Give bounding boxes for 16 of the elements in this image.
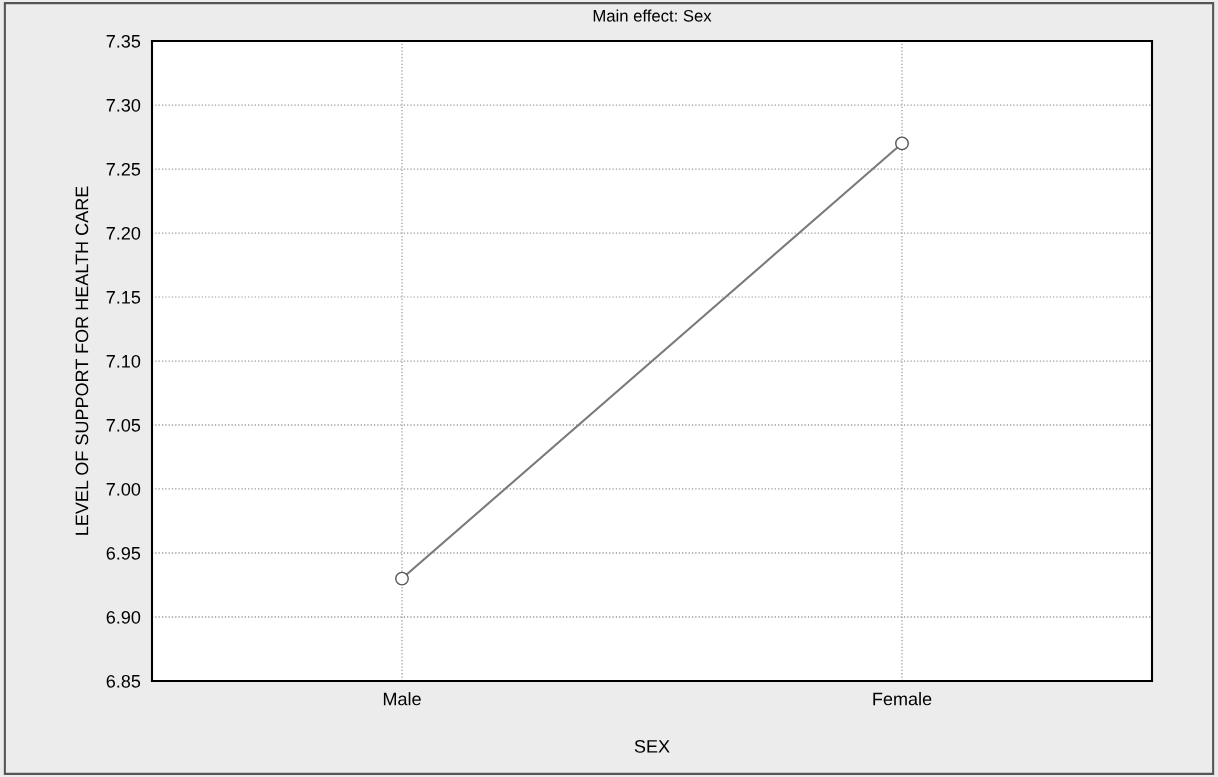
- y-tick-label: 6.95: [106, 546, 141, 560]
- x-axis-title: SEX: [634, 739, 670, 753]
- x-tick-label: Female: [873, 692, 932, 706]
- y-tick-label: 7.15: [106, 291, 141, 304]
- y-tick-label: 6.85: [106, 674, 141, 688]
- y-axis-title: LEVEL OF SUPPORT FOR HEALTH CARE: [75, 186, 89, 535]
- x-tick-label: Male: [383, 692, 421, 706]
- y-tick-label: 7.35: [106, 34, 141, 48]
- y-tick-label: 7.20: [106, 226, 141, 240]
- chart-title: Main effect: Sex: [593, 9, 712, 22]
- y-tick-label: 7.00: [106, 482, 141, 496]
- y-tick-label: 7.05: [106, 418, 141, 432]
- y-tick-label: 7.10: [106, 354, 141, 368]
- y-tick-label: 6.90: [106, 610, 141, 624]
- y-tick-label: 7.30: [106, 98, 141, 112]
- y-tick-label: 7.25: [106, 162, 141, 176]
